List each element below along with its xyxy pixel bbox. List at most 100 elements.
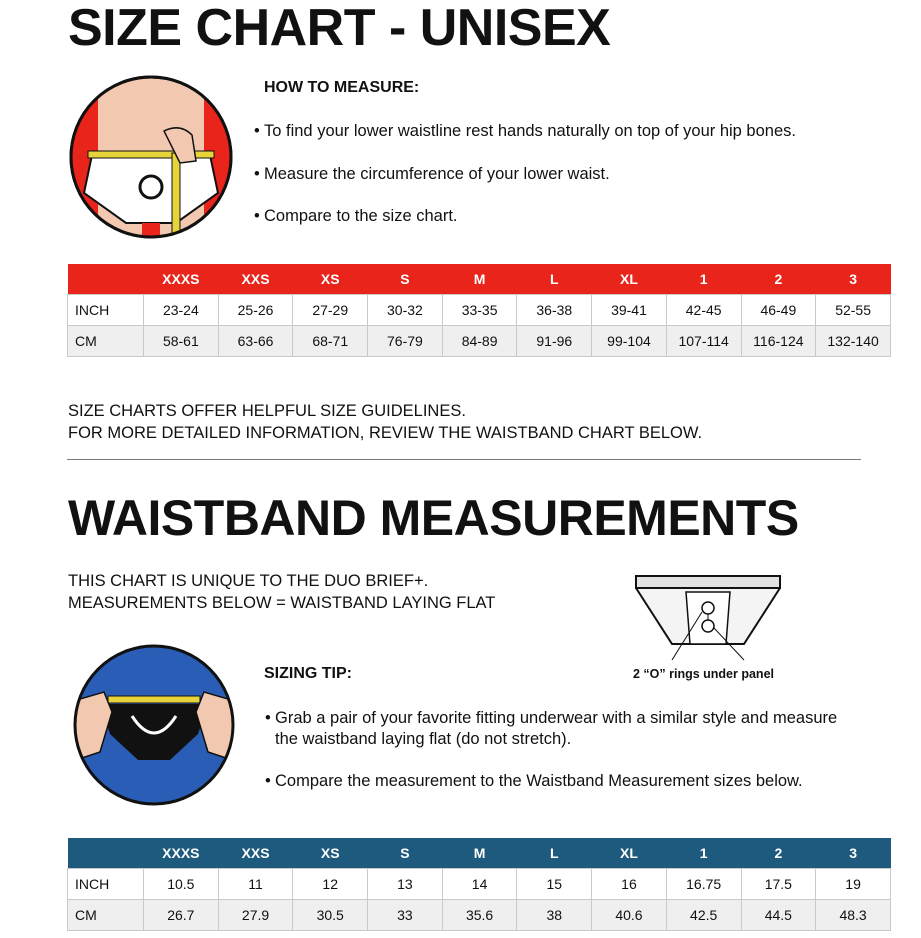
table-cell: 30.5 (292, 899, 369, 931)
size-note-line-1: SIZE CHARTS OFFER HELPFUL SIZE GUIDELINE… (68, 402, 466, 420)
table-cell: 23-24 (143, 294, 219, 326)
size-note: SIZE CHARTS OFFER HELPFUL SIZE GUIDELINE… (68, 400, 702, 444)
waistband-chart-table: XXXS XXS XS S M L XL 1 2 3 INCH 10.5 11 … (67, 838, 891, 931)
table-cell: 44.5 (740, 899, 817, 931)
header-cell (67, 264, 144, 295)
waistband-title: WAISTBAND MEASUREMENTS (68, 490, 799, 546)
table-cell: 36-38 (516, 294, 593, 326)
header-cell: L (516, 264, 592, 295)
measure-step-1: • To find your lower waistline rest hands… (254, 121, 796, 142)
header-cell: XS (292, 264, 368, 295)
measure-step-3-text: Compare to the size chart. (264, 207, 458, 225)
table-cell: 27-29 (292, 294, 369, 326)
header-cell: XL (591, 838, 667, 869)
table-cell: 116-124 (740, 325, 817, 357)
table-cell: 19 (815, 868, 891, 900)
table-cell: 27.9 (217, 899, 294, 931)
table-cell: 16 (591, 868, 667, 900)
header-cell: S (367, 838, 443, 869)
header-cell (67, 838, 144, 869)
bullet-dot: • (265, 709, 271, 727)
header-cell: 2 (741, 838, 816, 869)
diagram-caption: 2 “O” rings under panel (633, 667, 774, 681)
bullet-dot: • (254, 165, 260, 183)
header-cell: XL (591, 264, 667, 295)
table-cell: 107-114 (665, 325, 742, 357)
bullet-dot: • (254, 207, 260, 225)
header-cell: S (367, 264, 443, 295)
table-cell: 132-140 (815, 325, 891, 357)
table-cell: 58-61 (143, 325, 219, 357)
measure-step-3: • Compare to the size chart. (254, 206, 458, 227)
table-cell: CM (67, 325, 144, 357)
table-cell: 11 (217, 868, 294, 900)
table-cell: 25-26 (217, 294, 294, 326)
table-cell: 16.75 (665, 868, 742, 900)
bullet-dot: • (254, 122, 260, 140)
section-divider (67, 459, 861, 460)
header-cell: XXXS (143, 264, 219, 295)
table-row: CM 26.7 27.9 30.5 33 35.6 38 40.6 42.5 4… (67, 899, 891, 931)
table-row: INCH 23-24 25-26 27-29 30-32 33-35 36-38… (67, 294, 891, 326)
measure-step-2-text: Measure the circumference of your lower … (264, 165, 610, 183)
header-cell: 2 (741, 264, 816, 295)
table-cell: 14 (441, 868, 518, 900)
waistband-intro-line-1: THIS CHART IS UNIQUE TO THE DUO BRIEF+. (68, 572, 429, 590)
table-cell: 13 (367, 868, 443, 900)
header-cell: 1 (666, 264, 741, 295)
table-cell: 52-55 (815, 294, 891, 326)
table-cell: 17.5 (740, 868, 817, 900)
how-to-measure-heading: HOW TO MEASURE: (264, 79, 420, 96)
waistband-intro-line-2: MEASUREMENTS BELOW = WAISTBAND LAYING FL… (68, 594, 496, 612)
table-cell: 91-96 (516, 325, 593, 357)
table-cell: INCH (67, 868, 144, 900)
header-cell: M (442, 264, 517, 295)
table-cell: 48.3 (815, 899, 891, 931)
table-cell: 33 (367, 899, 443, 931)
header-cell: M (442, 838, 517, 869)
sizing-tip-1: • Grab a pair of your favorite fitting un… (265, 708, 845, 750)
table-row: CM 58-61 63-66 68-71 76-79 84-89 91-96 9… (67, 325, 891, 357)
table-cell: INCH (67, 294, 144, 326)
waistband-flat-illustration (73, 644, 235, 806)
sizing-tip-2-text: Compare the measurement to the Waistband… (275, 772, 803, 790)
header-cell: 3 (815, 838, 891, 869)
table-cell: 12 (292, 868, 369, 900)
sizing-tip-heading: SIZING TIP: (264, 665, 352, 682)
table-cell: CM (67, 899, 144, 931)
table-row: INCH 10.5 11 12 13 14 15 16 16.75 17.5 1… (67, 868, 891, 900)
table-cell: 63-66 (217, 325, 294, 357)
table-cell: 26.7 (143, 899, 219, 931)
sizing-tip-2: • Compare the measurement to the Waistban… (265, 771, 803, 792)
header-cell: 1 (666, 838, 741, 869)
table-cell: 15 (516, 868, 593, 900)
waist-table-header-row: XXXS XXS XS S M L XL 1 2 3 (67, 838, 891, 869)
size-chart-table: XXXS XXS XS S M L XL 1 2 3 INCH 23-24 25… (67, 264, 891, 357)
table-cell: 68-71 (292, 325, 369, 357)
bullet-dot: • (265, 772, 271, 790)
table-cell: 38 (516, 899, 593, 931)
table-cell: 42-45 (665, 294, 742, 326)
table-cell: 84-89 (441, 325, 518, 357)
table-cell: 39-41 (591, 294, 667, 326)
table-cell: 40.6 (591, 899, 667, 931)
table-cell: 33-35 (441, 294, 518, 326)
sizing-tip-1-text: Grab a pair of your favorite fitting und… (275, 709, 838, 748)
table-cell: 76-79 (367, 325, 443, 357)
table-cell: 99-104 (591, 325, 667, 357)
header-cell: XS (292, 838, 368, 869)
size-note-line-2: FOR MORE DETAILED INFORMATION, REVIEW TH… (68, 424, 703, 442)
measure-step-2: • Measure the circumference of your lower… (254, 164, 610, 185)
size-chart-title: SIZE CHART - UNISEX (68, 0, 611, 57)
brief-diagram (635, 575, 781, 661)
header-cell: XXS (218, 264, 293, 295)
header-cell: L (516, 838, 592, 869)
header-cell: XXXS (143, 838, 219, 869)
table-cell: 35.6 (441, 899, 518, 931)
waistband-intro: THIS CHART IS UNIQUE TO THE DUO BRIEF+. … (68, 570, 495, 614)
table-cell: 10.5 (143, 868, 219, 900)
table-cell: 46-49 (740, 294, 817, 326)
measure-step-1-text: To find your lower waistline rest hands … (264, 122, 796, 140)
header-cell: XXS (218, 838, 293, 869)
header-cell: 3 (815, 264, 891, 295)
